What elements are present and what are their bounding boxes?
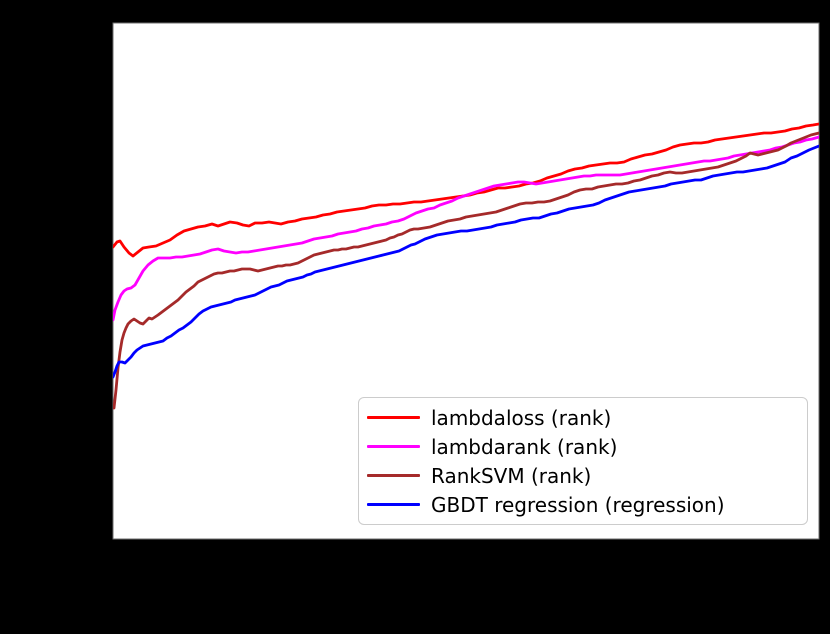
series-lines xyxy=(113,122,819,410)
legend-label-ranksvm: RankSVM (rank) xyxy=(431,463,592,488)
legend-item-ranksvm: RankSVM (rank) xyxy=(359,461,807,490)
line-lambdaloss xyxy=(113,122,819,258)
legend-line-swatch-red xyxy=(367,416,420,419)
line-gbdt-regression xyxy=(113,144,819,379)
legend-item-lambdarank: lambdarank (rank) xyxy=(359,432,807,461)
legend-label-lambdaloss: lambdaloss (rank) xyxy=(431,405,612,430)
legend-item-gbdt-regression: GBDT regression (regression) xyxy=(359,490,807,519)
legend-line-swatch-magenta xyxy=(367,445,420,448)
legend-label-lambdarank: lambdarank (rank) xyxy=(431,434,618,459)
line-ranksvm xyxy=(113,131,819,410)
legend: lambdaloss (rank) lambdarank (rank) Rank… xyxy=(358,397,808,525)
line-lambdarank xyxy=(113,135,819,322)
legend-label-gbdt-regression: GBDT regression (regression) xyxy=(431,492,725,517)
legend-line-swatch-brown xyxy=(367,474,420,477)
legend-item-lambdaloss: lambdaloss (rank) xyxy=(359,403,807,432)
legend-line-swatch-blue xyxy=(367,503,420,506)
